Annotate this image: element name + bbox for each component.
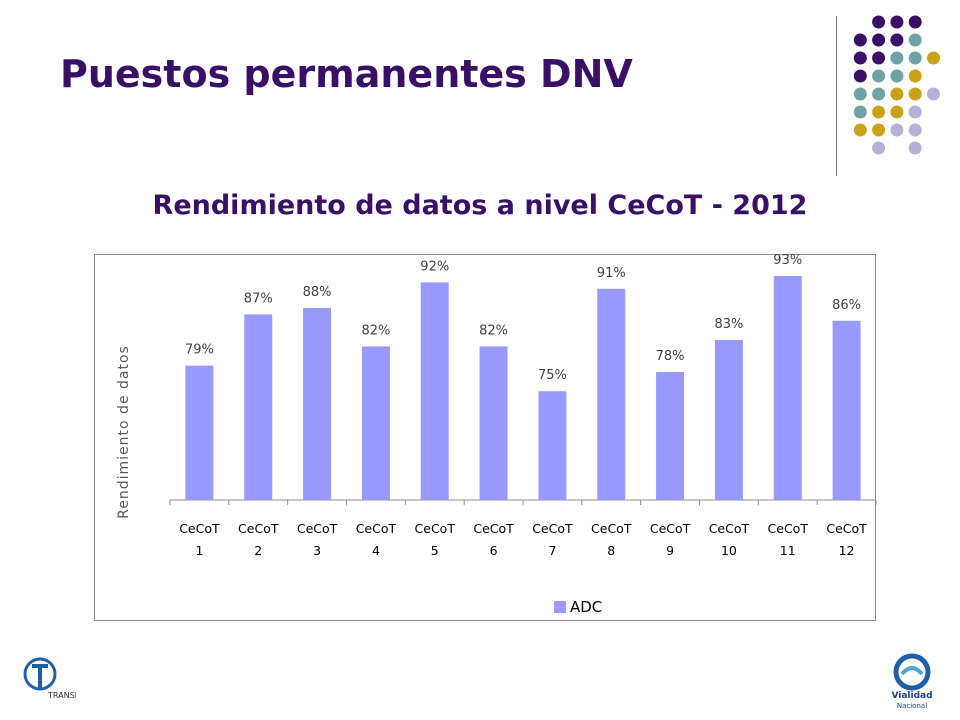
- decorative-dot: [908, 87, 922, 101]
- bar: [303, 308, 332, 500]
- decorative-dot: [890, 123, 904, 137]
- data-label: 93%: [773, 253, 802, 268]
- data-label: 79%: [185, 343, 214, 358]
- decorative-dot-grid: [853, 15, 940, 155]
- x-tick-label: 12: [839, 543, 855, 558]
- decorative-dot: [872, 87, 886, 101]
- x-tick-label: CeCoT: [356, 521, 397, 536]
- data-label: 82%: [361, 323, 390, 338]
- decorative-dot: [872, 51, 886, 65]
- data-label: 86%: [832, 298, 861, 313]
- transito-logo: TRANSITO: [23, 657, 76, 700]
- decorative-dot: [872, 105, 886, 119]
- decorative-dot: [872, 69, 886, 83]
- decorative-dot: [908, 33, 922, 47]
- decorative-dot: [853, 123, 867, 137]
- bar: [656, 372, 685, 500]
- decorative-dot: [890, 15, 904, 29]
- bar: [185, 365, 214, 500]
- x-tick-label: CeCoT: [768, 521, 809, 536]
- decorative-dot: [872, 123, 886, 137]
- data-label: 82%: [479, 323, 508, 338]
- data-label: 91%: [597, 266, 626, 281]
- decorative-dot: [872, 141, 886, 155]
- x-tick-label: CeCoT: [591, 521, 632, 536]
- x-tick-label: 11: [780, 543, 796, 558]
- decorative-dot: [927, 87, 940, 101]
- decorative-dot: [853, 69, 867, 83]
- decorative-dot: [908, 15, 922, 29]
- data-label: 75%: [538, 368, 567, 383]
- bar: [714, 340, 743, 500]
- data-label: 78%: [656, 349, 685, 364]
- decorative-dot: [890, 105, 904, 119]
- bar: [538, 391, 567, 500]
- transito-logo-text: TRANSITO: [47, 691, 76, 700]
- decorative-dot: [908, 51, 922, 65]
- decorative-dot: [872, 33, 886, 47]
- x-tick-label: CeCoT: [826, 521, 867, 536]
- legend-label: ADC: [570, 598, 603, 616]
- decorative-dot: [853, 105, 867, 119]
- data-label: 87%: [244, 291, 273, 306]
- bar: [773, 276, 802, 500]
- decorative-dot: [890, 69, 904, 83]
- decorative-dot: [872, 15, 886, 29]
- x-tick-label: 8: [607, 543, 615, 558]
- decorative-dot: [908, 69, 922, 83]
- decorative-dot: [853, 33, 867, 47]
- bar: [420, 282, 449, 500]
- x-tick-label: CeCoT: [650, 521, 691, 536]
- x-tick-label: CeCoT: [297, 521, 338, 536]
- decorative-dot: [908, 105, 922, 119]
- x-tick-label: 10: [721, 543, 737, 558]
- data-label: 88%: [303, 285, 332, 300]
- decorative-dot: [890, 33, 904, 47]
- x-tick-label: CeCoT: [473, 521, 514, 536]
- data-label: 92%: [420, 259, 449, 274]
- decorative-dot: [853, 87, 867, 101]
- x-tick-label: CeCoT: [532, 521, 573, 536]
- x-tick-label: 7: [548, 543, 556, 558]
- x-tick-label: CeCoT: [709, 521, 750, 536]
- decorative-dot: [908, 141, 922, 155]
- bar: [244, 314, 273, 500]
- x-tick-label: CeCoT: [238, 521, 279, 536]
- chart-title: Rendimiento de datos a nivel CeCoT - 201…: [152, 190, 808, 221]
- bar: [479, 346, 508, 500]
- decorative-dot: [908, 123, 922, 137]
- x-tick-label: CeCoT: [415, 521, 456, 536]
- decorative-dot: [890, 87, 904, 101]
- bar: [361, 346, 390, 500]
- decorative-dot: [853, 51, 867, 65]
- nacional-text: Nacional: [897, 702, 927, 710]
- divider-line: [836, 16, 837, 176]
- x-tick-label: 4: [372, 543, 380, 558]
- x-tick-label: 2: [254, 543, 262, 558]
- decorative-dot: [927, 51, 940, 65]
- data-label: 83%: [714, 317, 743, 332]
- bar: [597, 288, 626, 500]
- slide-title: Puestos permanentes DNV: [60, 52, 633, 96]
- x-tick-label: 9: [666, 543, 674, 558]
- x-tick-label: 3: [313, 543, 321, 558]
- x-tick-label: 5: [431, 543, 439, 558]
- x-tick-label: CeCoT: [179, 521, 220, 536]
- x-tick-label: 6: [490, 543, 498, 558]
- y-axis-label: Rendimiento de datos: [116, 345, 132, 519]
- legend-swatch: [554, 601, 566, 613]
- vialidad-nacional-logo: Vialidad Nacional: [891, 653, 933, 710]
- vialidad-text: Vialidad: [891, 691, 932, 701]
- decorative-dot: [890, 51, 904, 65]
- bar: [832, 320, 861, 500]
- x-tick-label: 1: [195, 543, 203, 558]
- legend: ADC: [554, 598, 602, 616]
